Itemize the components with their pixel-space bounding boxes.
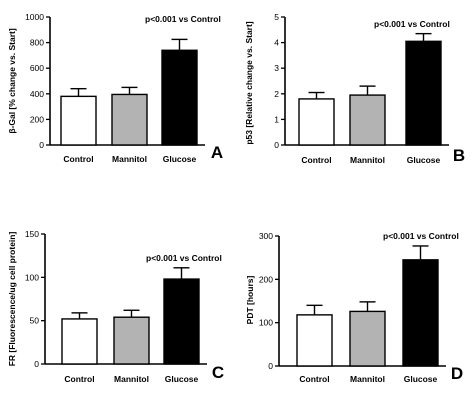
y-tick-label: 200 <box>30 114 44 124</box>
category-label: Glucose <box>165 374 199 384</box>
bar-glucose <box>161 49 198 146</box>
bar-control <box>60 95 97 146</box>
bar-control <box>296 314 333 367</box>
y-tick-label: 100 <box>259 318 273 328</box>
category-label: Glucose <box>407 155 441 165</box>
panel-d: 0 100 200 300 Control Mannitol Glucose PDT [hou… <box>245 231 463 384</box>
panel-label: D <box>451 364 463 383</box>
bar-mannitol <box>111 93 148 146</box>
category-label: Mannitol <box>112 154 147 164</box>
y-tick-label: 300 <box>259 231 273 241</box>
y-tick-label: 150 <box>25 229 39 239</box>
y-axis-label: β-Gal [% change vs. Start] <box>7 28 17 133</box>
bar-glucose <box>405 40 442 146</box>
significance-annotation: p<0.001 vs Control <box>374 19 450 29</box>
bar-mannitol <box>349 94 386 146</box>
y-axis-label: p53 [Relative change vs. Start] <box>244 21 254 144</box>
category-label: Mannitol <box>350 155 385 165</box>
bar-mannitol <box>349 310 386 367</box>
significance-annotation: p<0.001 vs Control <box>146 253 222 263</box>
y-tick-label: 1 <box>274 114 279 124</box>
category-label: Control <box>301 155 331 165</box>
panel-label: A <box>211 143 223 162</box>
y-tick-label: 0 <box>39 140 44 150</box>
y-tick-label: 600 <box>30 63 44 73</box>
category-label: Mannitol <box>114 374 149 384</box>
panel-b: 0 1 2 3 4 5 Control Mannitol Glucose p53 [Relativ… <box>244 12 465 165</box>
category-label: Control <box>64 374 94 384</box>
panel-label: C <box>212 363 224 382</box>
category-label: Control <box>299 374 329 384</box>
bar-control <box>298 98 335 146</box>
category-label: Mannitol <box>350 374 385 384</box>
panel-label: B <box>453 146 465 165</box>
bar-glucose <box>402 259 439 367</box>
y-tick-label: 0 <box>268 361 273 371</box>
significance-annotation: p<0.001 vs Control <box>383 231 459 241</box>
bar-glucose <box>163 278 200 365</box>
y-tick-label: 100 <box>25 272 39 282</box>
y-tick-label: 200 <box>259 274 273 284</box>
y-axis-label: PDT [hours] <box>245 276 255 325</box>
y-tick-label: 1000 <box>25 12 44 22</box>
panel-a: 0 200 400 600 800 1000 Control Mannitol Glucose β… <box>7 12 223 164</box>
y-axis-label: FR [Fluorescence/ug cell protein] <box>7 232 17 367</box>
y-tick-label: 2 <box>274 89 279 99</box>
y-tick-label: 4 <box>274 38 279 48</box>
category-label: Glucose <box>404 374 438 384</box>
category-label: Glucose <box>163 154 197 164</box>
y-tick-label: 800 <box>30 38 44 48</box>
y-tick-label: 3 <box>274 63 279 73</box>
y-tick-label: 5 <box>274 12 279 22</box>
y-tick-label: 400 <box>30 89 44 99</box>
panel-c: 0 50 100 150 Control Mannitol Glucose FR [Fluor… <box>7 229 224 384</box>
bar-control <box>61 318 98 365</box>
significance-annotation: p<0.001 vs Control <box>145 14 221 24</box>
y-tick-label: 50 <box>30 316 40 326</box>
y-tick-label: 0 <box>34 359 39 369</box>
category-label: Control <box>63 154 93 164</box>
bar-mannitol <box>113 316 150 365</box>
y-tick-label: 0 <box>274 140 279 150</box>
